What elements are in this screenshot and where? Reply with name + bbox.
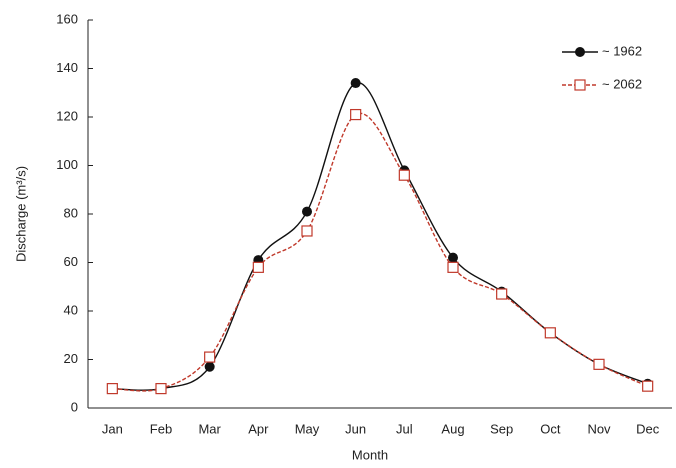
x-tick-label: Feb <box>150 421 172 436</box>
x-tick-label: Oct <box>540 421 561 436</box>
x-tick-label: Dec <box>636 421 660 436</box>
data-point <box>204 351 216 363</box>
x-tick-label: Apr <box>248 421 269 436</box>
x-axis-label: Month <box>352 447 388 462</box>
legend-label: ~ 1962 <box>602 43 642 58</box>
y-tick-label: 0 <box>71 399 78 414</box>
data-point <box>106 383 118 395</box>
data-point <box>544 327 556 339</box>
x-tick-label: Jan <box>102 421 123 436</box>
y-axis-label: Discharge (m³/s) <box>13 166 28 262</box>
data-point <box>301 225 313 237</box>
legend-label: ~ 2062 <box>602 76 642 91</box>
y-tick-label: 80 <box>64 205 78 220</box>
x-tick-label: Aug <box>441 421 464 436</box>
legend-marker <box>575 47 585 57</box>
data-point <box>448 252 458 263</box>
data-point <box>252 261 264 273</box>
y-tick-label: 20 <box>64 351 78 366</box>
x-tick-label: Jul <box>396 421 413 436</box>
legend-marker <box>574 79 586 91</box>
data-point <box>496 288 508 300</box>
x-tick-label: Mar <box>198 421 221 436</box>
data-point <box>642 380 654 392</box>
x-tick-label: Nov <box>587 421 611 436</box>
x-tick-label: Sep <box>490 421 513 436</box>
y-tick-label: 40 <box>64 302 78 317</box>
data-point <box>204 361 215 372</box>
data-point <box>447 261 459 273</box>
y-tick-label: 160 <box>56 11 78 26</box>
data-point <box>155 383 167 395</box>
x-tick-label: May <box>295 421 320 436</box>
y-tick-label: 120 <box>56 108 78 123</box>
y-tick-label: 100 <box>56 157 78 172</box>
series-line <box>112 82 648 391</box>
y-tick-label: 140 <box>56 60 78 75</box>
y-tick-label: 60 <box>64 254 78 269</box>
data-point <box>398 169 410 181</box>
series-line <box>112 112 648 392</box>
data-point <box>350 108 362 121</box>
data-point <box>302 206 312 217</box>
x-tick-label: Jun <box>345 421 366 436</box>
data-point <box>593 358 605 370</box>
data-point <box>350 78 361 89</box>
